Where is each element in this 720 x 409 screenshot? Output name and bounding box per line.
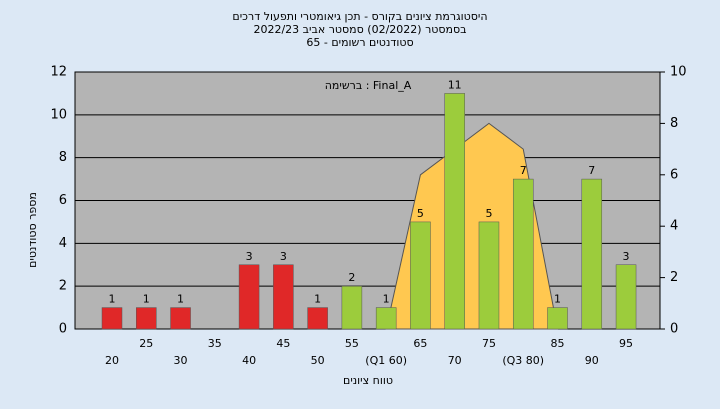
x-tick-label: 20 — [105, 354, 119, 367]
y2-tick-label: 6 — [670, 167, 678, 182]
value-label: 1 — [177, 293, 184, 306]
bar — [101, 307, 123, 330]
bar — [512, 178, 534, 330]
value-label: 1 — [383, 293, 390, 306]
x-tick-label: 50 — [311, 354, 325, 367]
bar — [341, 285, 363, 330]
value-label: 1 — [109, 293, 116, 306]
y-tick-label: 0 — [59, 322, 67, 337]
bar — [615, 264, 637, 330]
chart-subtitle: בסמסטר (02/2022) סמסטר אביב 2022/23 — [253, 23, 466, 36]
bar — [136, 307, 157, 330]
y-tick-label: 10 — [50, 107, 67, 122]
value-label: 1 — [554, 293, 561, 306]
x-tick-label: 90 — [585, 354, 599, 367]
y-tick-label: 4 — [59, 236, 67, 251]
bar — [307, 307, 328, 330]
value-label: 7 — [520, 164, 527, 177]
value-label: 3 — [280, 250, 287, 263]
y-tick-label: 8 — [59, 150, 67, 165]
bar — [410, 221, 431, 330]
x-tick-label: (Q3 80) — [502, 354, 544, 367]
x-tick-label: 40 — [242, 354, 256, 367]
x-tick-label: 65 — [413, 337, 427, 350]
value-label: 2 — [348, 271, 355, 284]
y2-tick-label: 8 — [670, 116, 678, 131]
x-tick-label: 45 — [276, 337, 290, 350]
x-tick-label: 95 — [619, 337, 633, 350]
y-tick-label: 12 — [50, 65, 67, 80]
x-tick-label: 55 — [345, 337, 359, 350]
value-label: 1 — [143, 293, 150, 306]
annotation: ברשימה : Final_A — [325, 79, 412, 92]
bar — [581, 178, 603, 330]
x-tick-label: (Q1 60) — [365, 354, 407, 367]
chart-subtitle: סטודנטים רשומים - 65 — [306, 36, 413, 49]
x-tick-label: 30 — [174, 354, 188, 367]
x-tick-label: 85 — [551, 337, 565, 350]
y2-tick-label: 2 — [670, 270, 678, 285]
bar — [238, 264, 260, 330]
y-tick-label: 2 — [59, 279, 67, 294]
x-tick-label: 35 — [208, 337, 222, 350]
value-label: 5 — [417, 207, 424, 220]
bar — [375, 307, 397, 330]
y2-tick-label: 0 — [670, 322, 678, 337]
value-label: 3 — [623, 250, 630, 263]
x-tick-label: 75 — [482, 337, 496, 350]
value-label: 1 — [314, 293, 321, 306]
chart-title: היסטוגרמת ציונים בקורס - תכן גיאומטרי ות… — [232, 10, 487, 23]
y2-tick-label: 4 — [670, 219, 678, 234]
bar — [273, 264, 294, 330]
value-label: 7 — [588, 164, 595, 177]
y-axis-label: מספר סטודנטים — [26, 192, 39, 268]
x-tick-label: 25 — [139, 337, 153, 350]
y2-tick-label: 10 — [670, 65, 687, 80]
value-label: 3 — [246, 250, 253, 263]
bar — [547, 307, 568, 330]
x-tick-label: 70 — [448, 354, 462, 367]
x-axis-label: טווח ציונים — [343, 374, 393, 387]
bar — [170, 307, 191, 330]
value-label: 11 — [448, 78, 462, 91]
value-label: 5 — [485, 207, 492, 220]
bar — [444, 93, 465, 330]
y-tick-label: 6 — [59, 193, 67, 208]
bar — [478, 221, 500, 330]
